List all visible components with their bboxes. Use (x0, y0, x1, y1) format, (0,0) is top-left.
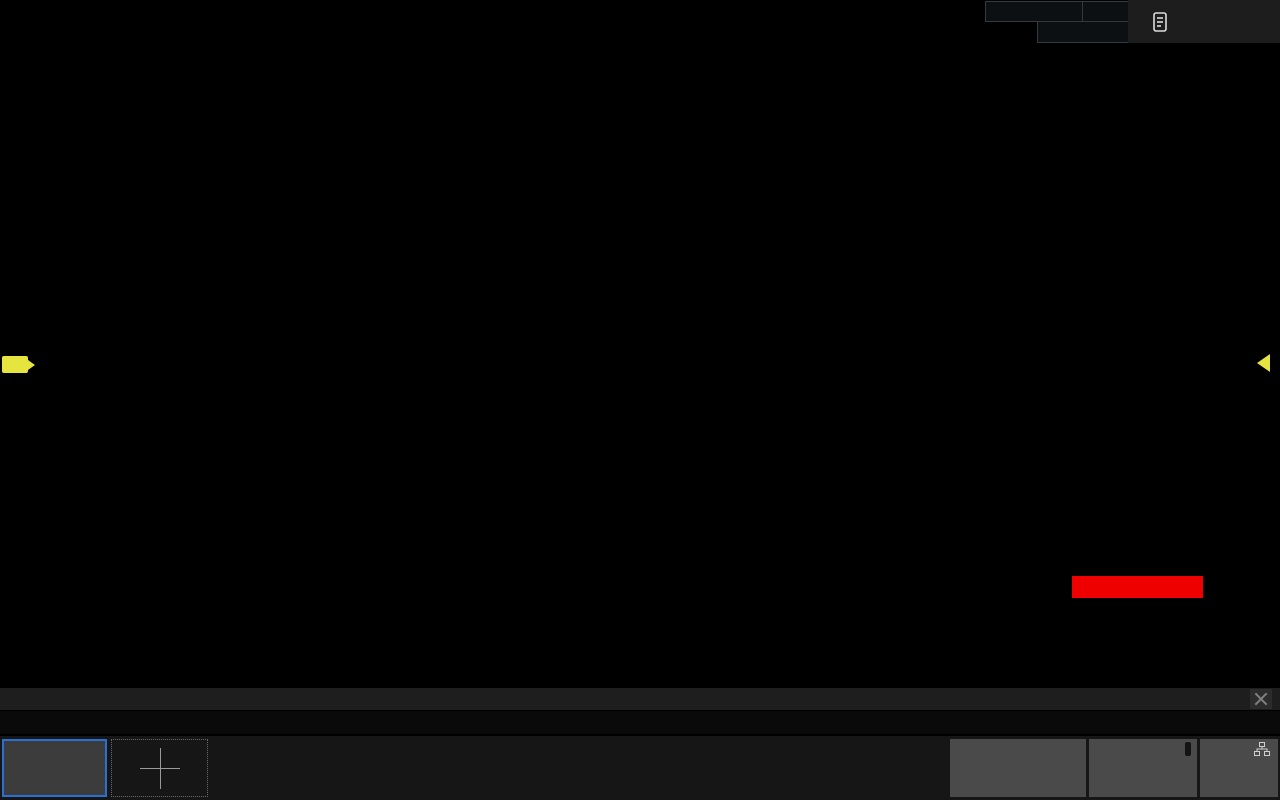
lan-icon (1254, 742, 1270, 756)
close-icon[interactable] (1250, 689, 1272, 709)
trigger-panel[interactable] (1089, 739, 1197, 797)
processing-badge (1072, 576, 1203, 598)
measurement-value-row (0, 711, 1280, 734)
add-channel-box[interactable] (111, 739, 208, 797)
measurement-header-row (0, 688, 1280, 711)
oscilloscope-screen (0, 0, 1280, 800)
channel-descriptor-box[interactable] (2, 739, 107, 797)
measurement-table (0, 688, 1280, 734)
measure-table-close[interactable] (1250, 688, 1280, 711)
trigger-level-marker[interactable] (1257, 354, 1270, 372)
channel-offset-marker[interactable] (2, 356, 28, 373)
timebase-panel[interactable] (950, 739, 1086, 797)
plus-icon (160, 748, 161, 789)
eye-diagram-plot[interactable] (0, 0, 1280, 800)
clock-panel (1200, 739, 1278, 797)
trigger-coupling (1185, 742, 1191, 756)
bottom-status-bar (0, 736, 1280, 800)
